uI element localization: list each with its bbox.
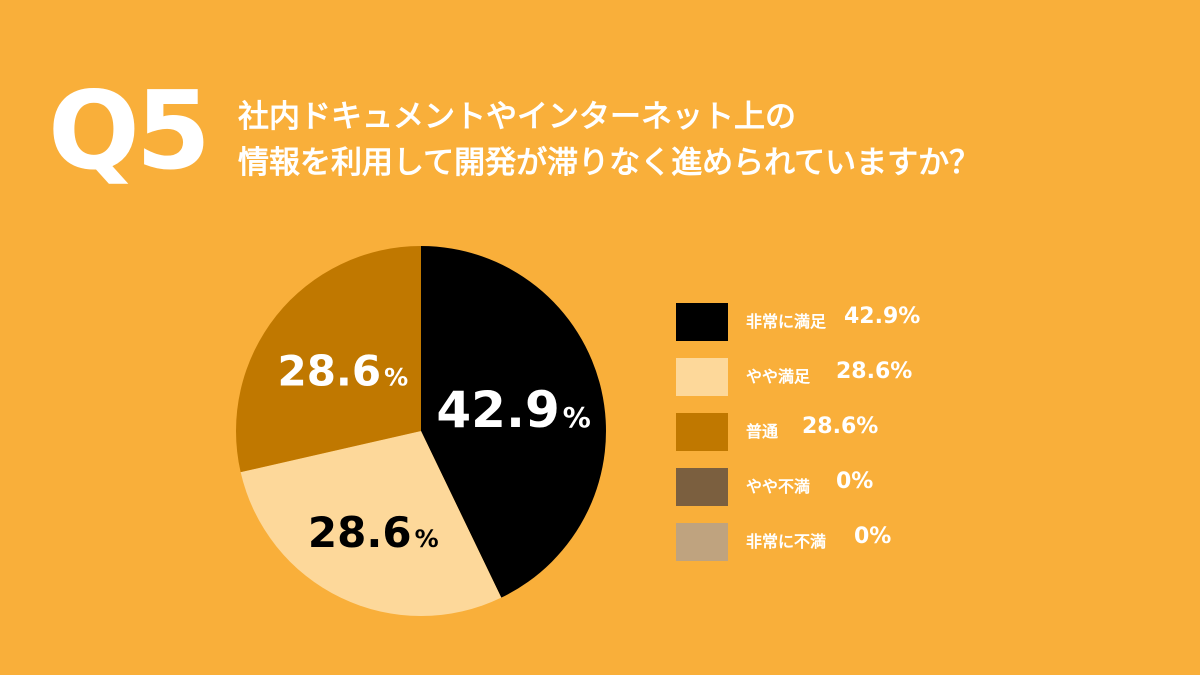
question-text: 社内ドキュメントやインターネット上の 情報を利用して開発が滞りなく進められていま…	[238, 94, 980, 186]
legend-label: 非常に不満	[746, 532, 827, 551]
legend-label: 普通	[746, 422, 779, 441]
question-number: Q5	[48, 69, 211, 194]
question-line-2: 情報を利用して開発が滞りなく進められていますか？	[238, 145, 981, 181]
legend-value: 28.6%	[836, 359, 913, 384]
legend-value: 0%	[836, 469, 874, 494]
pie-slice-label: 28.6%	[308, 508, 439, 557]
pie-slice-label: 28.6%	[277, 347, 408, 396]
legend-value: 28.6%	[802, 414, 879, 439]
legend-value: 0%	[854, 524, 892, 549]
legend-item: 非常に不満 0%	[676, 520, 976, 575]
legend-item: やや不満 0%	[676, 465, 976, 520]
legend-value: 42.9%	[844, 304, 921, 329]
legend-swatch	[676, 523, 728, 561]
legend-label: やや満足	[746, 367, 811, 386]
question-line-1: 社内ドキュメントやインターネット上の	[238, 99, 796, 135]
legend-swatch	[676, 303, 728, 341]
legend-item: やや満足 28.6%	[676, 355, 976, 410]
legend-label: やや不満	[746, 477, 811, 496]
chart-legend: 非常に満足 42.9% やや満足 28.6% 普通 28.6% やや不満 0% …	[676, 300, 976, 575]
legend-swatch	[676, 468, 728, 506]
legend-label: 非常に満足	[746, 312, 827, 331]
legend-swatch	[676, 358, 728, 396]
pie-slice	[235, 246, 421, 473]
pie-slice-label: 42.9%	[436, 381, 590, 439]
legend-item: 非常に満足 42.9%	[676, 300, 976, 355]
pie-slice	[240, 431, 502, 616]
legend-item: 普通 28.6%	[676, 410, 976, 465]
pie-slice	[421, 246, 607, 598]
legend-swatch	[676, 413, 728, 451]
